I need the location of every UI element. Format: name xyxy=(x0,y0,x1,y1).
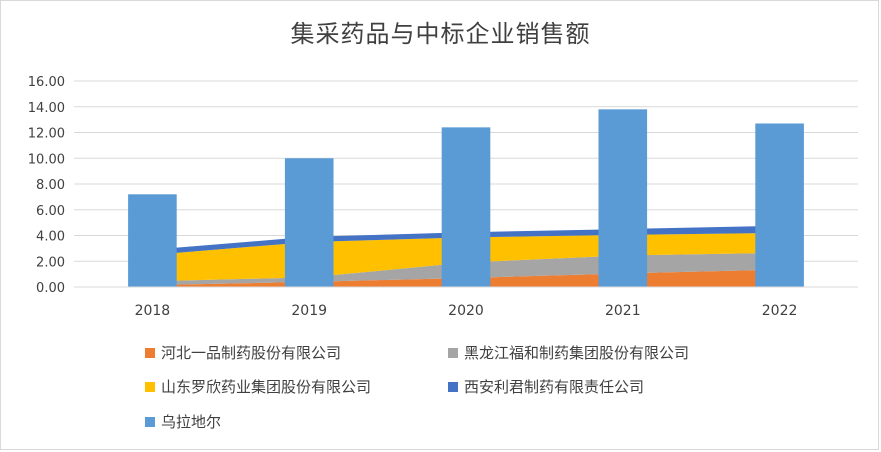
y-tick-label-5: 10.00 xyxy=(28,152,65,167)
bar-2019 xyxy=(284,158,334,287)
y-tick-label-8: 16.00 xyxy=(28,75,65,90)
y-tick-label-1: 2.00 xyxy=(36,255,65,270)
x-tick-label-2020: 2020 xyxy=(448,303,484,319)
chart-title: 集采药品与中标企业销售额 xyxy=(290,20,591,48)
x-tick-label-2019: 2019 xyxy=(291,303,327,319)
x-tick-label-2021: 2021 xyxy=(605,303,641,319)
y-tick-label-3: 6.00 xyxy=(36,204,65,219)
bar-2022 xyxy=(755,123,804,287)
bar-2021 xyxy=(598,109,648,287)
y-tick-label-6: 12.00 xyxy=(28,127,65,142)
y-tick-label-2: 4.00 xyxy=(36,230,65,245)
x-tick-label-2018: 2018 xyxy=(135,303,171,319)
x-tick-label-2022: 2022 xyxy=(762,303,798,319)
bar-2020 xyxy=(441,127,491,287)
y-tick-label-0: 0.00 xyxy=(36,281,65,296)
y-tick-label-4: 8.00 xyxy=(36,178,65,193)
bar-2018 xyxy=(128,194,177,287)
y-tick-label-7: 14.00 xyxy=(28,101,65,116)
